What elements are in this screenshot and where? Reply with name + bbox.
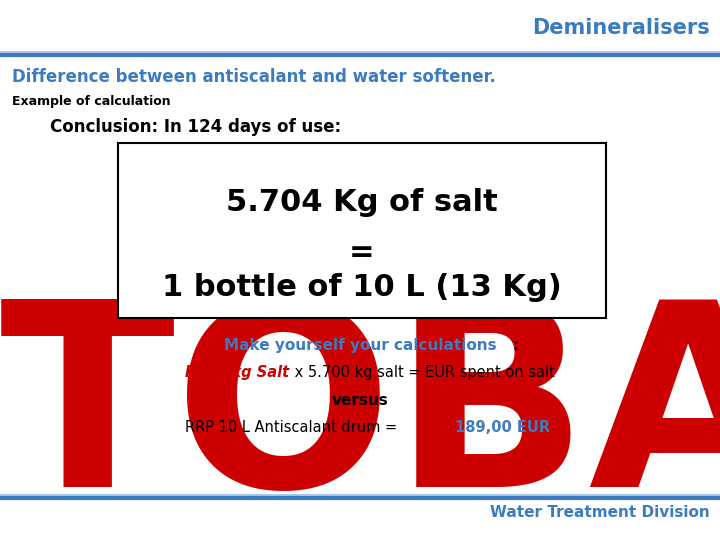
Text: Example of calculation: Example of calculation <box>12 95 171 108</box>
Text: RRP 10 L Antiscalant drum =: RRP 10 L Antiscalant drum = <box>185 420 402 435</box>
Text: 1 bottle of 10 L (13 Kg): 1 bottle of 10 L (13 Kg) <box>162 273 562 302</box>
Text: =: = <box>349 238 375 267</box>
Text: Make yourself your calculations: Make yourself your calculations <box>224 338 496 353</box>
Text: Price/kg Salt: Price/kg Salt <box>185 365 289 380</box>
Text: versus: versus <box>332 393 388 408</box>
Text: :: : <box>512 338 518 353</box>
Text: 189,00 EUR: 189,00 EUR <box>455 420 550 435</box>
Text: Demineralisers: Demineralisers <box>532 18 710 38</box>
Bar <box>118 143 606 318</box>
Text: 5.704 Kg of salt: 5.704 Kg of salt <box>226 188 498 217</box>
Text: TOBAI!: TOBAI! <box>0 292 720 540</box>
Text: Conclusion: In 124 days of use:: Conclusion: In 124 days of use: <box>50 118 341 136</box>
Text: x 5.700 kg salt = EUR spent on salt: x 5.700 kg salt = EUR spent on salt <box>290 365 555 380</box>
Text: Water Treatment Division: Water Treatment Division <box>490 505 710 520</box>
Text: Difference between antiscalant and water softener.: Difference between antiscalant and water… <box>12 68 496 86</box>
